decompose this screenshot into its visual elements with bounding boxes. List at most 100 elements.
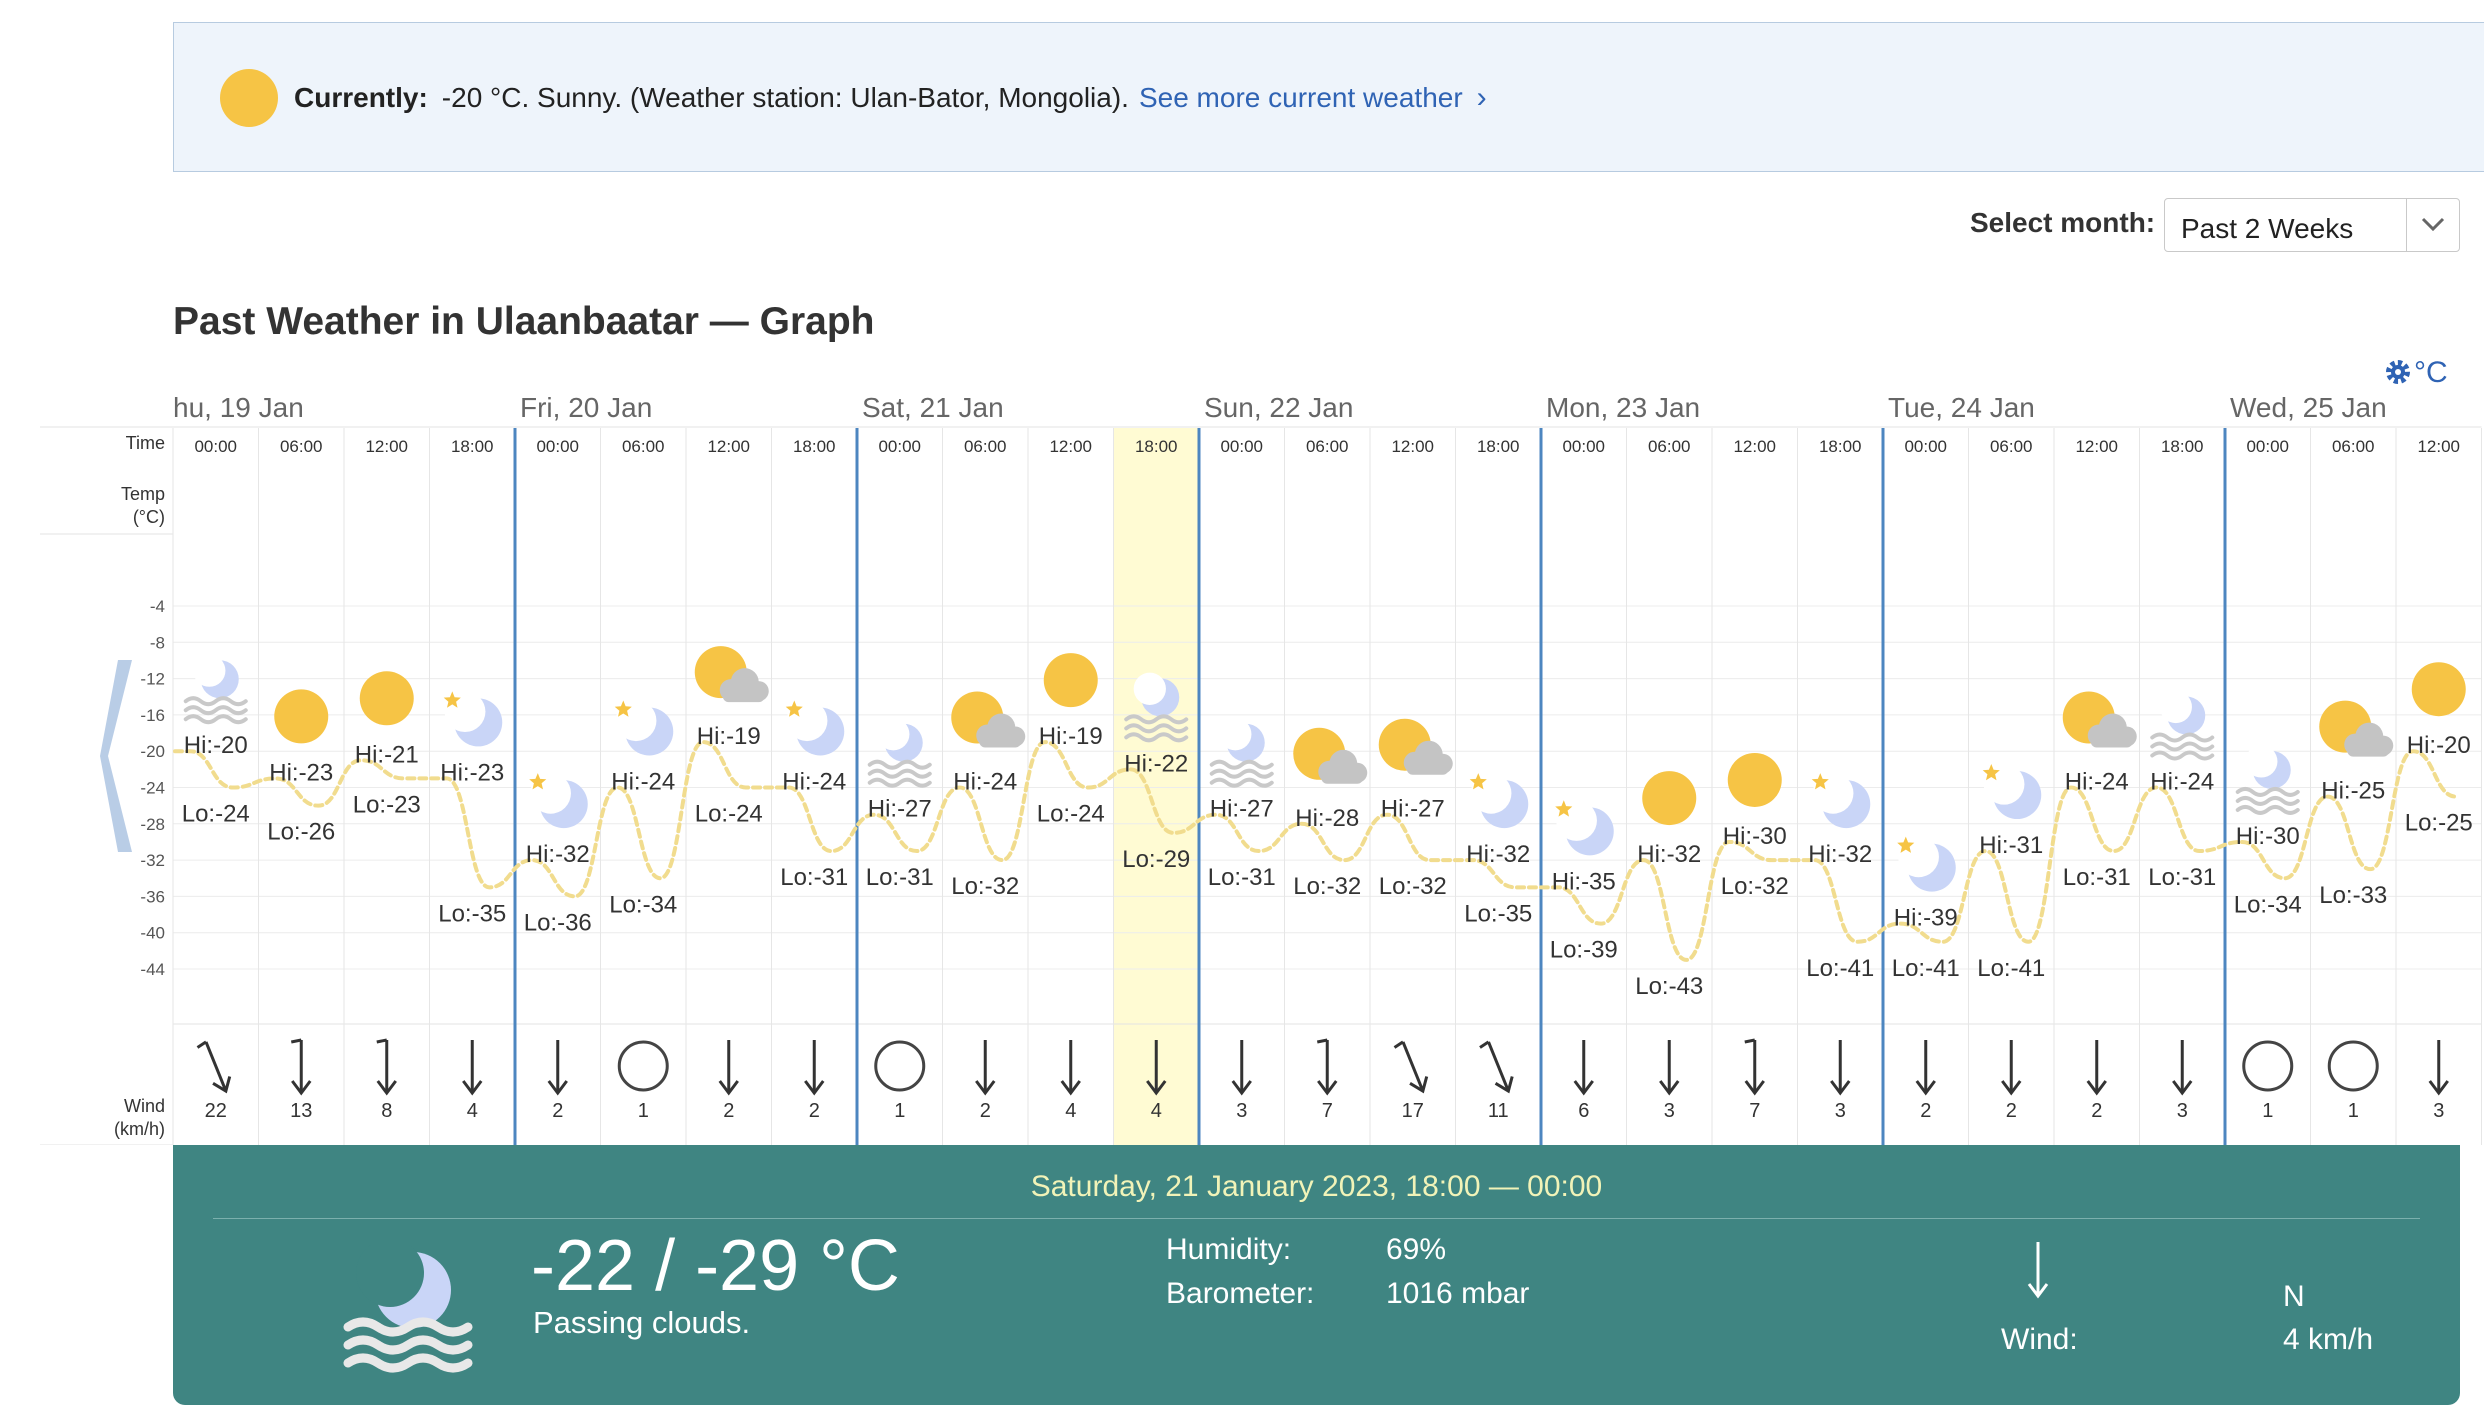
wind-speed-label: 1	[638, 1100, 649, 1122]
high-temp-label: Hi:-32	[526, 841, 590, 868]
wind-arrow-body	[718, 1040, 739, 1096]
sun-icon	[220, 69, 278, 127]
high-temp-label: Hi:-27	[868, 796, 932, 823]
wind-unit-label: (km/h)	[114, 1119, 165, 1139]
cloud-part	[1321, 771, 1364, 784]
chevron-right-icon[interactable]: ›	[1476, 81, 1487, 114]
humidity-label: Humidity:	[1166, 1233, 1292, 1266]
see-more-weather-link[interactable]: See more current weather	[1138, 82, 1463, 113]
low-temp-label: Lo:-24	[182, 801, 250, 828]
wind-speed-label: 8	[381, 1100, 392, 1122]
wind-head	[2428, 1080, 2449, 1096]
high-temp-label: Hi:-19	[697, 723, 761, 750]
low-temp-label: Lo:-29	[1122, 846, 1190, 873]
time-label: 12:00	[2075, 437, 2118, 456]
page-title: Past Weather in Ulaanbaatar — Graph	[173, 300, 875, 343]
wind-head	[2001, 1080, 2022, 1096]
previous-arrow-icon[interactable]	[100, 660, 132, 852]
wind-head	[2172, 1080, 2193, 1096]
wind-arrow-icon	[1393, 1040, 1429, 1094]
moon-icon	[1469, 772, 1529, 829]
moon-fog-icon	[183, 654, 248, 725]
moon-fog-icon	[343, 1245, 473, 1373]
star	[529, 773, 547, 790]
high-temp-label: Hi:-35	[1552, 868, 1616, 895]
wind-head	[1915, 1080, 1936, 1096]
temp-axis-tick: -32	[140, 851, 165, 870]
low-temp-label: Lo:-34	[609, 891, 677, 918]
fog-line	[1209, 777, 1274, 788]
star	[1982, 764, 2000, 781]
high-temp-label: Hi:-24	[611, 769, 675, 796]
wind-head	[376, 1080, 397, 1096]
high-temp-label: Hi:-32	[1637, 841, 1701, 868]
current-weather-banner: Currently: -20 °C. Sunny. (Weather statio…	[173, 22, 2484, 172]
cloud-part	[2347, 744, 2390, 757]
time-label: 00:00	[1220, 437, 1263, 456]
sun-cloud-icon	[951, 691, 1026, 748]
low-temp-label: Lo:-31	[1208, 864, 1276, 891]
chevron-down-icon	[2421, 217, 2445, 232]
temp-row-label: Temp	[121, 484, 165, 504]
wind-speed-label: 2	[2091, 1100, 2102, 1122]
temp-unit-label: (°C)	[133, 507, 165, 527]
wind-head	[212, 1076, 232, 1094]
month-select[interactable]: Past 2 Weeks	[2164, 198, 2460, 252]
calm-wind-icon	[2242, 1040, 2294, 1092]
sun-icon	[359, 671, 414, 726]
fog-line	[867, 768, 932, 779]
low-temp-label: Lo:-34	[2234, 891, 2302, 918]
fog-line	[1124, 732, 1189, 743]
wind-head	[1659, 1080, 1680, 1096]
time-label: 12:00	[2417, 437, 2460, 456]
moon-cut	[193, 654, 226, 687]
sun-cloud-icon	[1293, 727, 1368, 784]
moon-cut	[877, 718, 910, 751]
star	[614, 700, 632, 717]
wind-barb	[376, 1038, 388, 1044]
star	[785, 700, 803, 717]
high-temp-label: Hi:-21	[355, 741, 419, 768]
temperature-curve	[173, 740, 2458, 962]
wind-arrow-icon	[1744, 1038, 1765, 1096]
sun-icon	[2411, 662, 2466, 717]
time-label: 18:00	[1477, 437, 1520, 456]
wind-speed-label: 4	[467, 1100, 478, 1122]
fog-line	[867, 777, 932, 788]
wind-arrow-body	[1060, 1040, 1081, 1096]
wind-speed-label: 1	[894, 1100, 905, 1122]
high-temp-label: Hi:-32	[1808, 841, 1872, 868]
moon-icon	[529, 772, 588, 829]
cloud-part	[979, 735, 1022, 748]
low-temp-label: Lo:-41	[1892, 955, 1960, 982]
time-label: 18:00	[451, 437, 494, 456]
high-temp-label: Hi:-25	[2321, 778, 2385, 805]
wind-direction: N	[2283, 1280, 2305, 1313]
moon-fog-icon	[2235, 745, 2300, 815]
wind-arrow-icon	[1316, 1038, 1338, 1096]
month-select-button[interactable]	[2406, 199, 2459, 251]
wind-arrow-icon	[1060, 1040, 1081, 1096]
wind-speed-label: 11	[1488, 1100, 1509, 1122]
low-temp-label: Lo:-36	[524, 909, 592, 936]
unit-settings-button[interactable]: °C	[2384, 356, 2454, 390]
high-temp-label: Hi:-23	[440, 759, 504, 786]
cloud-part	[2090, 735, 2133, 748]
wind-head	[1231, 1080, 1252, 1096]
wind-head	[1409, 1076, 1429, 1094]
temp-axis-tick: -36	[140, 887, 165, 906]
fog-line	[867, 759, 932, 770]
wind-head	[547, 1080, 568, 1096]
details-date: Saturday, 21 January 2023, 18:00 — 00:00	[1030, 1170, 1603, 1203]
wind-arrow-icon	[2428, 1040, 2449, 1096]
wind-arrow-body	[2086, 1040, 2107, 1096]
day-label: hu, 19 Jan	[173, 392, 304, 423]
wind-shaft	[204, 1041, 227, 1091]
month-select-value: Past 2 Weeks	[2181, 213, 2354, 244]
moon-icon	[614, 700, 674, 756]
wind-arrow-body	[1146, 1040, 1167, 1096]
low-temp-label: Lo:-31	[2063, 864, 2131, 891]
temp-axis-tick: -20	[140, 742, 165, 761]
wind-head	[1744, 1080, 1765, 1096]
time-label: 00:00	[194, 437, 237, 456]
